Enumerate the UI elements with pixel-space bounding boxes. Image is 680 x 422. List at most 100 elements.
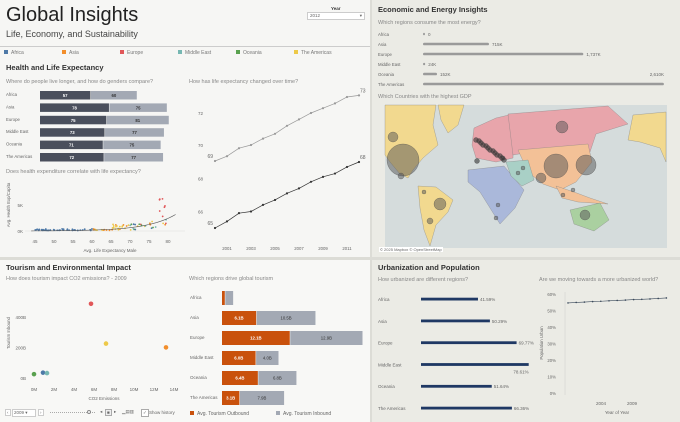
category-label: The Americas (190, 395, 218, 400)
scatter-point (150, 227, 153, 230)
x-tick: 65 (108, 239, 114, 244)
urban-trend-point (649, 298, 651, 300)
scatter-point (112, 226, 115, 229)
legend-item[interactable]: Middle East (178, 50, 211, 56)
scatter-point (129, 224, 132, 227)
gdp-circle (421, 189, 427, 195)
scatter-point (117, 228, 120, 231)
scatter-point (162, 222, 165, 225)
energy-bar (423, 62, 426, 66)
x-tick: 10M (130, 387, 139, 392)
energy-bar (423, 32, 425, 36)
x-tick: 2007 (294, 246, 304, 251)
trend-point (237, 212, 241, 215)
trend-point (261, 203, 265, 206)
energy-bar (423, 72, 438, 76)
scatter-point (127, 224, 130, 227)
scatter-point (118, 225, 121, 228)
southeast-asia (555, 185, 609, 205)
legend-item[interactable]: Asia (62, 50, 79, 56)
year-dropdown[interactable]: 2012 ▾ (307, 12, 365, 20)
urban-trend-point (632, 298, 635, 301)
legend-label: Oceania (243, 50, 262, 56)
x-tick: 2005 (270, 246, 280, 251)
life-trend-chart: 69 73 70 72 65 68 66 68 2001 2003 2005 2007 2009 2011 (198, 88, 366, 251)
trend-point (249, 143, 253, 147)
scatter-point (34, 229, 37, 231)
play-icon[interactable]: ▸ (114, 409, 117, 414)
bar-label: 81 (135, 118, 140, 123)
trend-point (225, 220, 229, 223)
category-label: Africa (378, 297, 390, 302)
gdp-circle (575, 154, 597, 176)
trend-point (297, 187, 301, 190)
scatter-point (125, 225, 128, 227)
legend-label: Asia (69, 50, 79, 56)
energy-chart: Africa 0 Asia 715K Europe 1,737K Middle East 24… (378, 32, 664, 87)
chevron-down-icon: ▾ (359, 13, 362, 18)
legend-item[interactable]: Europe (120, 50, 143, 56)
slider-handle[interactable] (87, 410, 91, 414)
category-label: Europe (378, 52, 392, 57)
map-credit[interactable]: © 2025 Mapbox © OpenStreetMap (379, 247, 443, 252)
x-tick: 75 (146, 239, 152, 244)
bar-label: 6.8B (273, 376, 282, 381)
bar-label: 3.1B (226, 396, 235, 401)
scatter-point (158, 198, 161, 201)
legend-item[interactable]: Africa (4, 50, 24, 56)
bar (109, 103, 167, 112)
urban-trend-point (600, 300, 602, 303)
x-tick: 2011 (342, 246, 352, 251)
legend-swatch (4, 50, 8, 54)
speed-icon[interactable]: ▁▤▥ (122, 409, 134, 414)
bar-label: 75 (71, 118, 76, 123)
tourism-q2: Which regions drive global tourism (189, 276, 274, 282)
bar-label: 69.77% (519, 341, 534, 346)
scatter-point (114, 224, 117, 226)
legend-item[interactable]: The Americas (294, 50, 332, 56)
urban-trend-point (608, 299, 610, 302)
category-label: Middle East (378, 362, 402, 367)
gdp-map[interactable] (378, 100, 678, 256)
x-tick: 4M (71, 387, 78, 392)
y-tick: 60% (547, 292, 556, 297)
x-tick: 12M (150, 387, 159, 392)
gdp-circle (543, 153, 569, 179)
category-label: Asia (6, 104, 15, 109)
gdp-circle (520, 165, 526, 171)
scatter-point (134, 223, 137, 226)
stop-icon[interactable]: ■ (105, 409, 112, 416)
tourism-bar (222, 351, 256, 365)
trend-point (333, 172, 337, 175)
start-label: 65 (207, 221, 213, 227)
urban-trend-point (616, 299, 618, 302)
trend-point (273, 132, 277, 135)
player-slider[interactable] (50, 412, 95, 413)
gdp-circle (490, 148, 496, 154)
x-tick: 2009 (627, 401, 638, 406)
health-q1: Where do people live longer, and how do … (6, 79, 154, 85)
scatter-point (66, 228, 69, 231)
x-axis-label: CO2 Emissions (88, 396, 120, 401)
prev-icon[interactable]: ‹ (5, 409, 11, 416)
trend-point (237, 147, 241, 150)
urban-bar (421, 363, 529, 366)
bar (90, 91, 137, 100)
trend-point (273, 198, 277, 202)
gdp-circle (570, 187, 576, 193)
gdp-circle (555, 120, 569, 134)
scatter-point (112, 225, 115, 227)
x-tick: 2004 (596, 401, 607, 406)
play-back-icon[interactable]: ◂ (100, 409, 103, 414)
player-year-select[interactable]: 2009 ▾ (12, 409, 36, 417)
next-icon[interactable]: › (38, 409, 44, 416)
show-history-checkbox[interactable]: ✓ (141, 409, 149, 417)
gdp-circle (497, 153, 503, 159)
y-tick: 10% (547, 375, 556, 380)
gdp-circle (495, 202, 501, 208)
bar-label: 24K (428, 62, 436, 67)
gdp-circle (535, 172, 547, 184)
legend-item[interactable]: Oceania (236, 50, 262, 56)
tourism-bar (258, 371, 297, 385)
y-tick: 72 (198, 111, 204, 116)
